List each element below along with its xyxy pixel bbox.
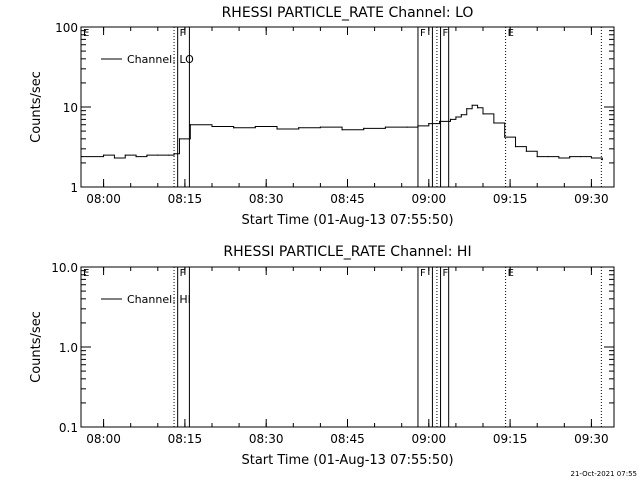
lo-x-tick-label: 08:30: [249, 192, 284, 206]
lo-x-tick-label: 08:00: [86, 192, 121, 206]
lo-data-point: [504, 136, 506, 138]
lo-data-point: [590, 157, 593, 159]
lo-data-point: [102, 154, 105, 156]
lo-data-point: [455, 116, 457, 118]
hi-y-tick-label: 1.0: [59, 341, 78, 355]
hi-event-marker-label: F: [420, 268, 426, 279]
lo-event-marker-label: E: [508, 28, 514, 39]
lo-x-tick-label: 09:15: [493, 192, 528, 206]
timestamp-footer: 21-Oct-2021 07:55: [571, 470, 637, 478]
hi-x-tick-label: 08:30: [249, 432, 284, 446]
lo-x-tick-label: 09:00: [412, 192, 447, 206]
lo-data-point: [579, 155, 582, 158]
lo-data-point: [233, 127, 235, 129]
lo-chart-title: RHESSI PARTICLE_RATE Channel: LO: [222, 5, 474, 21]
hi-plot-frame: [80, 266, 615, 428]
lo-data-point: [173, 153, 175, 155]
lo-data-point: [514, 145, 517, 148]
lo-data-point: [439, 120, 441, 123]
hi-legend-entry: Channel: HI: [127, 293, 191, 306]
lo-y-tick-label: 10: [63, 101, 78, 115]
lo-data-point: [449, 118, 452, 120]
lo-event-marker-label: F: [420, 28, 426, 39]
lo-data-point: [178, 138, 181, 140]
lo-data-point: [525, 150, 527, 152]
hi-x-tick-label: 08:45: [330, 432, 365, 446]
lo-event-marker-label: F: [443, 28, 449, 39]
lo-series-line: [81, 104, 603, 160]
lo-data-point: [536, 155, 538, 158]
hi-event-marker-label: F: [180, 268, 186, 279]
lo-data-point: [547, 155, 549, 158]
lo-y-tick-label: 1: [70, 181, 78, 195]
lo-data-point: [113, 157, 116, 159]
lo-data-point: [569, 155, 571, 158]
lo-y-tick-label: 100: [55, 21, 78, 35]
hi-y-axis-label: Counts/sec: [29, 311, 44, 383]
lo-event-marker-label: F: [180, 28, 186, 39]
hi-chart-title: RHESSI PARTICLE_RATE Channel: HI: [223, 244, 471, 260]
lo-data-point: [168, 154, 170, 156]
hi-x-tick-label: 08:15: [168, 432, 203, 446]
lo-data-point: [319, 126, 321, 128]
lo-data-point: [466, 108, 468, 110]
lo-data-point: [471, 104, 473, 106]
lo-data-point: [493, 122, 495, 124]
hi-y-tick-label: 0.1: [59, 421, 78, 435]
lo-data-point: [482, 113, 484, 115]
lo-x-axis-label: Start Time (01-Aug-13 07:55:50): [241, 213, 453, 228]
hi-x-tick-label: 08:00: [86, 432, 121, 446]
lo-data-point: [135, 155, 137, 158]
lo-data-point: [124, 154, 126, 156]
lo-data-point: [341, 129, 343, 131]
lo-data-point: [460, 114, 462, 116]
lo-data-point: [189, 124, 191, 126]
lo-data-point: [157, 154, 159, 156]
lo-x-tick-label: 08:45: [330, 192, 365, 206]
lo-legend-entry: Channel: LO: [127, 53, 194, 66]
lo-data-point: [384, 126, 387, 128]
hi-x-tick-label: 09:15: [493, 432, 528, 446]
lo-data-point: [146, 154, 148, 156]
hi-x-tick-label: 09:00: [412, 432, 447, 446]
hi-event-marker-label: E: [508, 268, 514, 279]
lo-x-tick-label: 09:30: [574, 192, 609, 206]
hi-event-marker-label: E: [83, 268, 89, 279]
lo-x-tick-label: 08:15: [168, 192, 203, 206]
lo-data-point: [254, 125, 256, 128]
lo-data-point: [211, 125, 213, 128]
lo-data-point: [476, 107, 479, 109]
hi-x-axis-label: Start Time (01-Aug-13 07:55:50): [241, 453, 453, 468]
hi-y-tick-label: 10.0: [51, 261, 78, 275]
lo-data-point: [81, 155, 83, 158]
lo-data-point: [601, 159, 603, 161]
lo-data-point: [406, 126, 408, 128]
lo-y-axis-label: Counts/sec: [29, 71, 44, 143]
lo-data-point: [276, 128, 278, 130]
lo-plot-frame: [80, 26, 615, 188]
lo-data-point: [558, 157, 560, 159]
hi-x-tick-label: 09:30: [574, 432, 609, 446]
lo-data-point: [298, 127, 300, 129]
lo-data-point: [417, 125, 419, 127]
lo-event-marker-label: E: [83, 28, 89, 39]
lo-data-point: [363, 127, 365, 130]
lo-data-point: [428, 123, 430, 125]
hi-event-marker-label: F: [443, 268, 449, 279]
